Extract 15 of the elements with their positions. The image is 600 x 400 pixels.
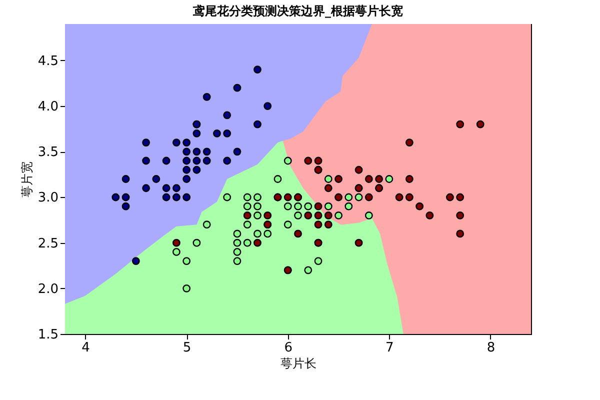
x-tick-label: 5 [182,340,192,356]
y-axis-title: 萼片宽 [20,162,34,198]
y-tick-label: 4.5 [38,54,58,69]
x-axis-title: 萼片长 [280,356,316,370]
y-tick-label: 2.0 [38,282,58,297]
y-tick-label: 2.5 [38,236,58,252]
x-tick-label: 4 [82,340,90,356]
y-tick-label: 1.5 [38,328,58,342]
x-tick-label: 8 [486,340,496,356]
chart-title: 鸢尾花分类预测决策边界_根据萼片长宽 [192,4,403,18]
y-tick-label: 3.5 [38,145,58,160]
y-tick-label: 3.0 [38,190,58,206]
x-tick-label: 6 [284,340,293,356]
x-tick-label: 7 [386,340,394,356]
y-tick-label: 4.0 [38,100,58,115]
